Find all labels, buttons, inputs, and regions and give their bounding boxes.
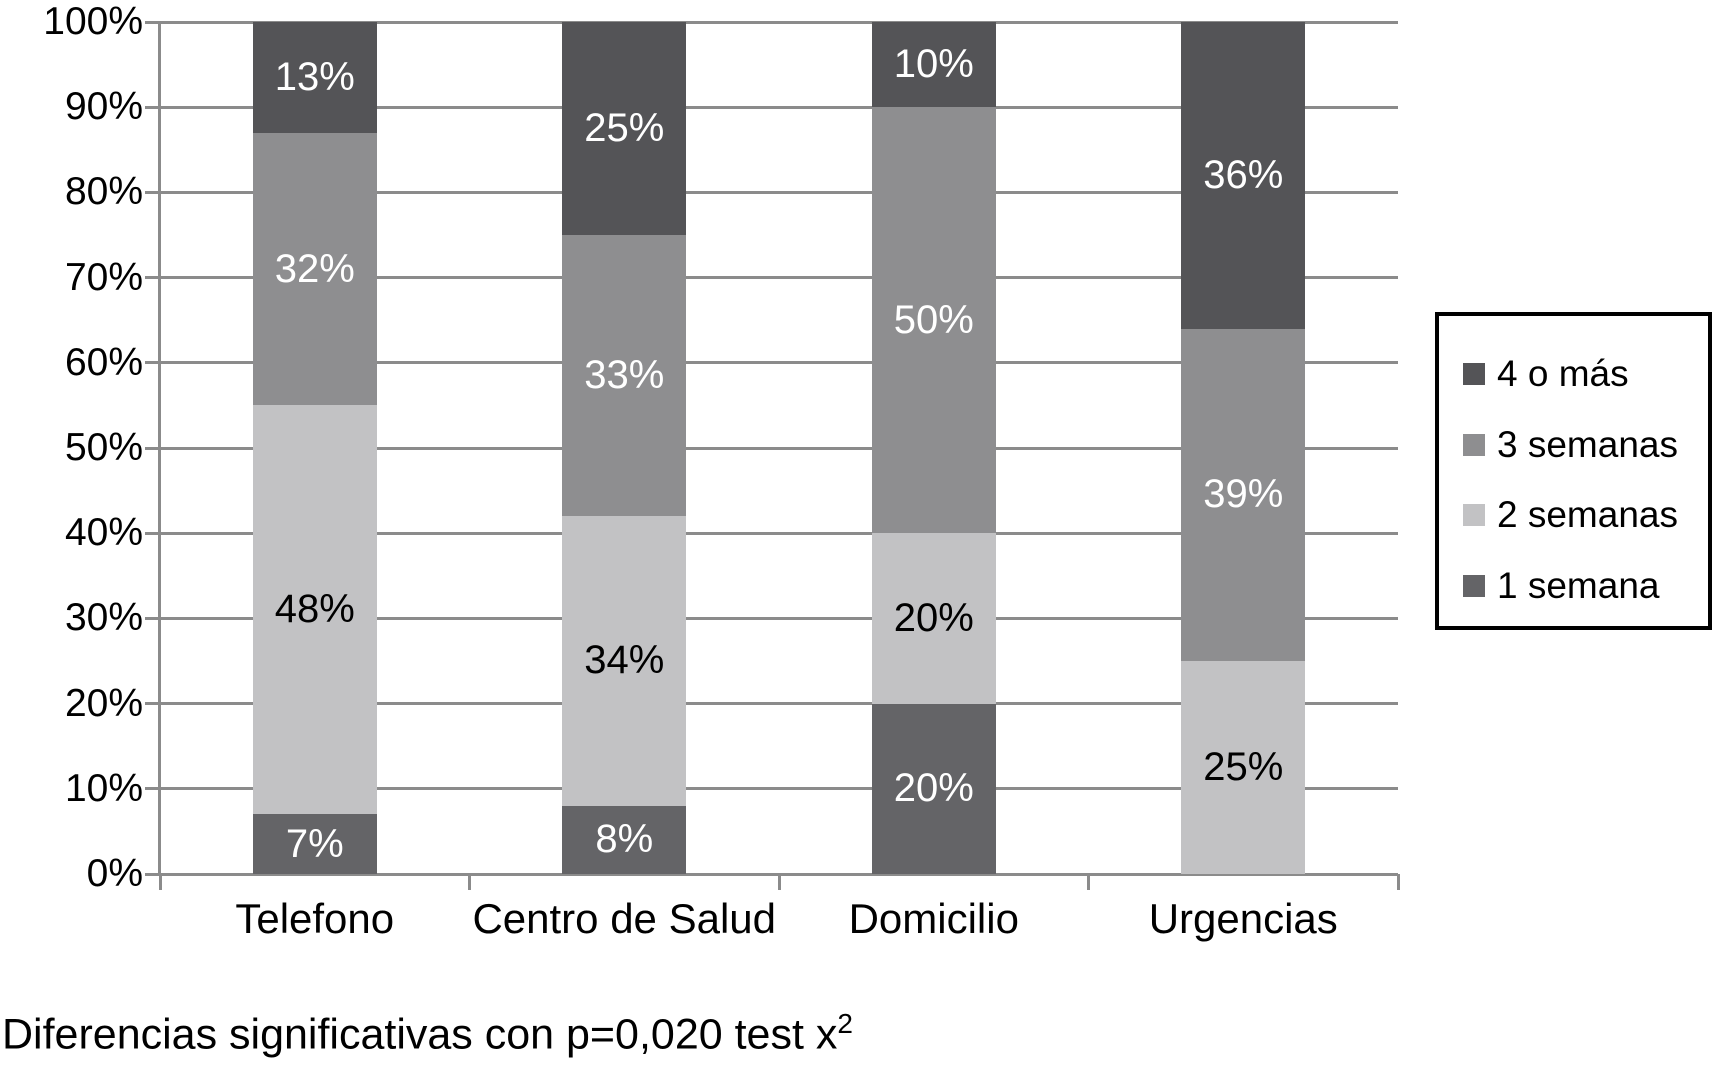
bar-segment-label: 50% (893, 297, 974, 342)
bar-segment-label: 25% (1203, 745, 1284, 789)
gridline (160, 276, 1398, 280)
gridline (160, 616, 1398, 620)
x-axis-tick (468, 874, 471, 890)
bar-segment: 25% (562, 22, 687, 235)
y-axis-tick (145, 446, 160, 450)
legend-swatch (1463, 504, 1485, 526)
y-axis-tick (145, 276, 160, 280)
bar-segment-label: 39% (1203, 472, 1284, 517)
legend-label: 1 semana (1497, 564, 1660, 606)
y-axis-tick (145, 190, 160, 194)
bar-segment: 36% (1181, 22, 1306, 329)
gridline (160, 20, 1398, 24)
x-axis-tick (158, 874, 162, 890)
legend-label: 2 semanas (1497, 494, 1678, 535)
y-axis-tick (145, 105, 160, 109)
category-label: Centro de Salud (472, 895, 777, 942)
y-tick-label: 100% (43, 0, 143, 43)
legend-label: 4 o más (1497, 353, 1629, 394)
gridline (160, 446, 1398, 450)
legend-item: 1 semana (1463, 564, 1660, 606)
legend: 4 o más 3 semanas 2 semanas 1 semana (1435, 312, 1712, 630)
y-axis-line (158, 22, 161, 876)
y-axis-tick (145, 616, 160, 620)
caption-superscript: 2 (837, 1008, 853, 1039)
y-axis-tick (145, 787, 160, 791)
bar-segment-label: 20% (893, 766, 974, 811)
gridline (160, 190, 1398, 194)
bar-segment: 39% (1181, 328, 1306, 661)
bar-segment-label: 32% (274, 246, 355, 291)
y-tick-label: 50% (64, 426, 143, 469)
y-tick-label: 90% (64, 85, 143, 129)
bar-segment: 34% (562, 516, 687, 806)
gridline (160, 702, 1398, 706)
legend-label: 3 semanas (1497, 423, 1678, 465)
bar-segment-label: 36% (1203, 152, 1284, 197)
y-axis-tick (145, 872, 160, 876)
bar-segment-label: 25% (584, 106, 665, 150)
y-tick-label: 60% (64, 340, 143, 384)
gridline (160, 361, 1398, 365)
y-tick-label: 80% (64, 170, 143, 214)
bar-segment-label: 8% (595, 817, 654, 862)
bar-segment: 25% (1181, 661, 1306, 874)
gridline (160, 531, 1398, 535)
y-tick-label: 70% (64, 255, 143, 299)
bar-segment-label: 34% (584, 638, 665, 683)
bar-segment: 20% (871, 703, 996, 874)
y-axis-tick (145, 20, 160, 24)
legend-item: 4 o más (1463, 353, 1629, 394)
y-axis-tick (145, 702, 160, 706)
category-label: Telefono (235, 895, 395, 942)
y-axis-tick (145, 531, 160, 535)
x-axis-tick (1087, 874, 1090, 890)
y-tick-label: 30% (64, 596, 143, 640)
bar-segment: 13% (252, 22, 377, 133)
bar-segment: 32% (252, 132, 377, 406)
bar-segment: 20% (871, 533, 996, 704)
y-axis-tick (145, 361, 160, 365)
legend-item: 2 semanas (1463, 494, 1678, 535)
legend-swatch (1463, 574, 1485, 597)
y-tick-label: 0% (86, 852, 143, 895)
y-tick-label: 40% (64, 511, 143, 555)
x-axis-tick (1396, 874, 1400, 890)
bar-segment-label: 48% (274, 587, 355, 632)
y-tick-label: 10% (64, 766, 143, 810)
category-label: Domicilio (848, 895, 1019, 942)
legend-swatch (1463, 363, 1485, 385)
gridline (160, 787, 1398, 791)
bar-segment: 8% (562, 805, 687, 874)
bar-segment-label: 13% (274, 54, 355, 99)
bar-segment-label: 10% (893, 42, 974, 87)
category-label: Urgencias (1148, 895, 1338, 942)
bar-segment: 50% (871, 107, 996, 534)
bar-segment: 7% (252, 814, 377, 874)
bar-segment: 48% (252, 405, 377, 815)
gridline (160, 105, 1398, 109)
legend-item: 3 semanas (1463, 423, 1678, 465)
bar-segment-label: 33% (584, 353, 665, 398)
chart-caption: Diferencias significativas con p=0,020 t… (2, 1008, 853, 1059)
bar-segment: 33% (562, 235, 687, 517)
legend-swatch (1463, 433, 1485, 456)
bar-segment: 10% (871, 22, 996, 108)
bar-segment-label: 20% (893, 595, 974, 640)
x-axis-tick (777, 874, 781, 890)
y-tick-label: 20% (64, 681, 143, 725)
caption-text: Diferencias significativas con p=0,020 t… (2, 1010, 838, 1059)
bar-segment-label: 7% (285, 821, 344, 866)
